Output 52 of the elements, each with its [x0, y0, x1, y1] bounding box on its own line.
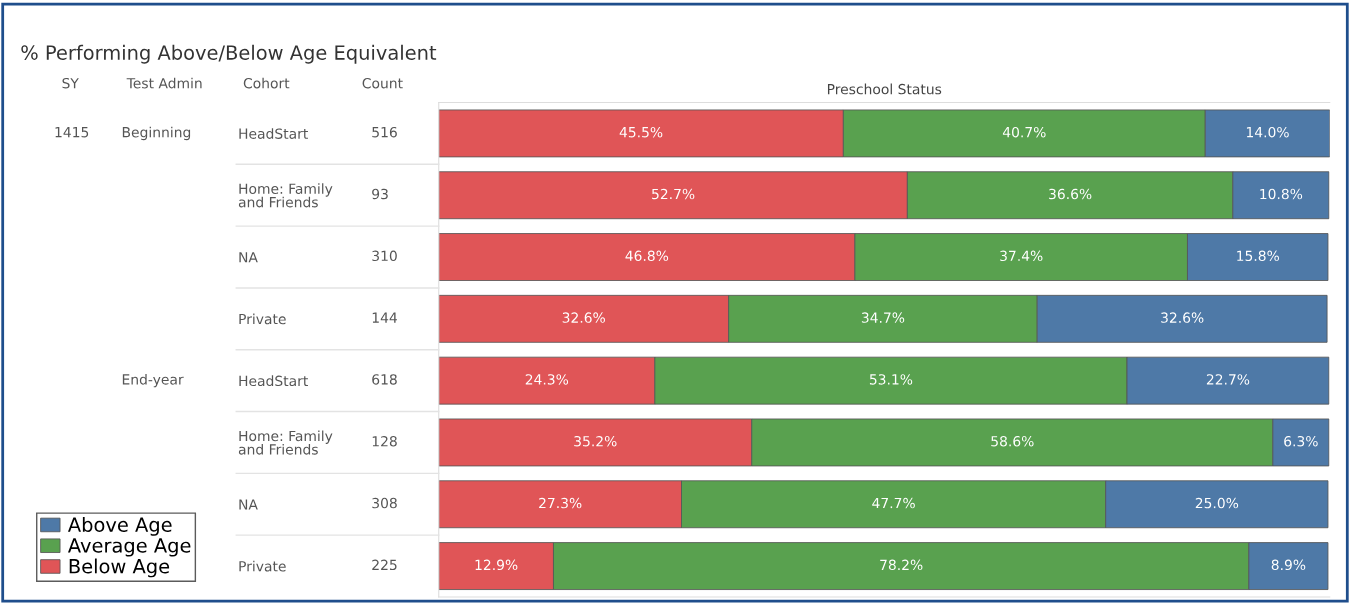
data-label: 14.0%	[1246, 126, 1289, 138]
y-tick-label: Private	[239, 313, 286, 325]
y-tick-label: HeadStart	[239, 128, 308, 139]
text: 225	[372, 559, 397, 571]
data-label: 32.6%	[1161, 312, 1204, 323]
data-label: 12.9%	[475, 559, 518, 571]
data-label: 22.7%	[1206, 374, 1250, 385]
text: 310	[372, 250, 397, 262]
data-label: 10.8%	[1260, 188, 1303, 200]
text: 1415	[55, 127, 89, 138]
data-label: 24.3%	[525, 374, 569, 385]
data-label: 32.6%	[562, 312, 605, 323]
x-axis-title: Preschool Status	[827, 83, 942, 95]
text: SY	[62, 77, 79, 89]
text: 308	[372, 497, 397, 509]
data-label: 40.7%	[1002, 126, 1046, 138]
text: Cohort	[243, 77, 290, 89]
y-tick-label: Home: Family and Friends	[238, 183, 333, 208]
data-label: 8.9%	[1271, 559, 1306, 571]
text: 516	[372, 126, 397, 138]
data-label: 27.3%	[539, 497, 582, 509]
y-tick-label: HeadStart	[239, 375, 308, 387]
data-label: 45.5%	[619, 126, 663, 138]
text: Count	[362, 77, 403, 89]
data-label: 46.8%	[625, 250, 669, 262]
data-label: 36.6%	[1049, 188, 1092, 200]
data-label: 6.3%	[1284, 435, 1318, 447]
text: Test Admin	[126, 77, 202, 89]
y-tick-label: Private	[239, 560, 286, 572]
data-label: 25.0%	[1195, 497, 1239, 509]
data-label: 35.2%	[574, 435, 617, 447]
data-label: 58.6%	[991, 435, 1034, 447]
legend-label: Above Age	[67, 516, 172, 536]
legend-label: Below Age	[69, 558, 170, 578]
y-tick-label: NA	[239, 499, 258, 510]
text: End-year	[122, 373, 184, 388]
legend-label: Average Age	[67, 538, 191, 557]
data-label: 34.7%	[861, 312, 905, 323]
data-label: 15.8%	[1237, 250, 1280, 262]
text: % Performing Above/Below Age Equivalent	[21, 44, 437, 64]
data-label: 78.2%	[880, 559, 923, 571]
data-label: 52.7%	[652, 188, 695, 200]
text: 93	[372, 188, 388, 200]
y-tick-label: NA	[239, 252, 258, 263]
text: 128	[372, 435, 397, 447]
text: 144	[372, 312, 397, 323]
text: 618	[372, 374, 397, 385]
data-label: 47.7%	[872, 497, 915, 509]
data-label: 37.4%	[1000, 250, 1043, 262]
y-tick-label: Home: Family and Friends	[238, 430, 333, 455]
data-label: 53.1%	[869, 374, 913, 385]
text: Beginning	[122, 126, 191, 141]
